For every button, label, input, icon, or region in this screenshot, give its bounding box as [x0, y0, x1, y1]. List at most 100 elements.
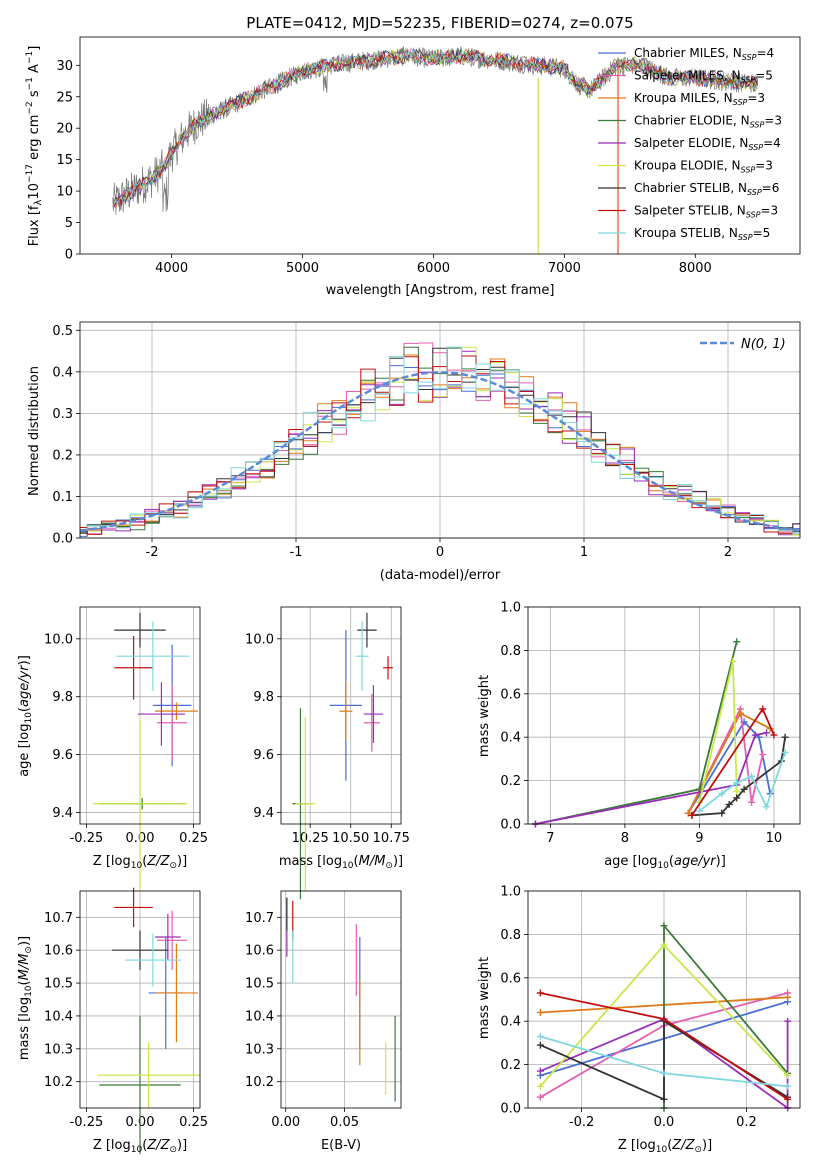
mass-weight-line: [540, 1017, 789, 1110]
x-tick-label: 10.25: [292, 831, 329, 846]
mass-z-xlabel: Z [log10(Z/Z⊙)]: [93, 1138, 187, 1155]
spectrum-panel: 4000 5000 6000 7000 8000 0 5 10 15 20 25 30: [56, 36, 801, 276]
mass-vs-extinction-panel: 0.00 0.05 10.2 10.3 10.4 10.5 10.6 10.7: [245, 890, 402, 1130]
spectrum-ylabel: Flux [fλ10−17 erg cm−2 s−1 A−1]: [25, 46, 44, 247]
y-tick-label: 1.0: [500, 885, 521, 900]
plus-marker: [762, 803, 770, 811]
residual-xlabel: (data-model)/error: [380, 568, 501, 583]
y-tick-label: 0.2: [500, 774, 521, 789]
x-tick-label: 0.25: [179, 1115, 208, 1130]
y-tick-label: 10.0: [44, 632, 73, 647]
legend-entry: Kroupa ELODIE, NSSP=3: [634, 159, 773, 175]
plus-marker: [536, 1041, 544, 1049]
x-tick-label: 7: [546, 831, 554, 846]
spectrum-legend: Chabrier MILES, NSSP=4 Salpeter MILES, NS…: [598, 46, 782, 242]
x-tick-label: 10: [766, 831, 783, 846]
axes-frame: [79, 606, 201, 825]
plus-marker: [770, 731, 778, 739]
mass-weight-line: [687, 720, 772, 814]
plus-marker: [733, 787, 741, 795]
y-tick-label: 10.3: [245, 1042, 274, 1057]
y-tick-label: 9.4: [52, 806, 73, 821]
plus-marker: [536, 1082, 544, 1090]
x-tick-label: 0.25: [179, 831, 208, 846]
plus-marker: [536, 1093, 544, 1101]
x-tick-label: 1: [580, 545, 588, 560]
y-tick-label: 5: [65, 216, 73, 231]
y-tick-label: 9.8: [52, 690, 73, 705]
plus-marker: [536, 989, 544, 997]
plus-marker: [762, 729, 770, 737]
plus-marker: [784, 1082, 792, 1090]
plus-marker: [660, 922, 668, 930]
y-tick-label: 30: [56, 59, 73, 74]
y-tick-label: 10.7: [44, 911, 73, 926]
plus-marker: [729, 657, 737, 665]
y-tick-label: 0.0: [52, 532, 73, 547]
y-tick-label: 9.6: [52, 748, 73, 763]
x-tick-label: 8: [621, 831, 629, 846]
model-spectrum-line: [113, 49, 758, 208]
plus-marker: [733, 638, 741, 646]
x-tick-label: -0.25: [70, 1115, 104, 1130]
plus-marker: [688, 811, 696, 819]
x-tick-label: -1: [290, 545, 303, 560]
x-tick-label: 2: [724, 545, 732, 560]
axes-frame: [280, 606, 402, 825]
plus-marker: [660, 1069, 668, 1077]
plus-marker: [733, 794, 741, 802]
y-tick-label: 9.4: [253, 806, 274, 821]
plus-marker: [751, 731, 759, 739]
x-tick-label: 0.05: [330, 1115, 359, 1130]
plus-marker: [660, 941, 668, 949]
age-z-xlabel: Z [log10(Z/Z⊙)]: [93, 854, 187, 871]
plus-marker: [660, 1015, 668, 1023]
plus-marker: [781, 748, 789, 756]
plus-marker: [660, 1095, 668, 1103]
legend-entry: Chabrier STELIB, NSSP=6: [634, 181, 779, 197]
y-tick-label: 10.3: [44, 1042, 73, 1057]
y-tick-label: 10.6: [44, 944, 73, 959]
plus-marker: [748, 798, 756, 806]
x-tick-label: 7000: [548, 261, 581, 276]
spectrum-xlabel: wavelength [Angstrom, rest frame]: [326, 283, 555, 298]
x-tick-label: 10.75: [373, 831, 410, 846]
weight-z-ylabel: mass weight: [477, 957, 492, 1039]
legend-entry: Salpeter ELODIE, NSSP=4: [634, 136, 781, 152]
y-tick-label: 9.6: [253, 748, 274, 763]
y-tick-label: 1.0: [500, 601, 521, 616]
y-tick-label: 10.6: [245, 944, 274, 959]
y-tick-label: 10.2: [44, 1075, 73, 1090]
x-tick-label: 4000: [155, 261, 188, 276]
y-tick-label: 25: [56, 90, 73, 105]
histogram-step-line: [80, 350, 800, 536]
plus-marker: [736, 709, 744, 717]
plus-marker: [695, 807, 703, 815]
gaussian-curve: [79, 371, 801, 532]
age-z-ylabel: age [log10(age/yr)]: [17, 655, 34, 777]
mass-weight-line: [698, 752, 786, 812]
weight-age-xlabel: age [log10(age/yr)]: [604, 854, 726, 871]
x-tick-label: 5000: [286, 261, 319, 276]
y-tick-label: 0.4: [500, 1015, 521, 1030]
plus-marker: [536, 1009, 544, 1017]
y-tick-label: 10.5: [245, 977, 274, 992]
plus-marker: [733, 779, 741, 787]
y-tick-label: 10.2: [245, 1075, 274, 1090]
plus-marker: [536, 1067, 544, 1075]
age-vs-metallicity-panel: -0.25 0.00 0.259.49.69.810.0: [44, 606, 208, 891]
x-tick-label: 9: [695, 831, 703, 846]
y-tick-label: 10.7: [245, 911, 274, 926]
plus-marker: [718, 790, 726, 798]
legend-entry: Chabrier MILES, NSSP=4: [634, 46, 774, 62]
plus-marker: [684, 809, 692, 817]
legend-entry: Chabrier ELODIE, NSSP=3: [634, 114, 782, 130]
plus-marker: [784, 1071, 792, 1079]
weight-z-xlabel: Z [log10(Z/Z⊙)]: [618, 1138, 712, 1155]
y-tick-label: 0.3: [52, 407, 73, 422]
plus-marker: [740, 785, 748, 793]
x-tick-label: 6000: [417, 261, 450, 276]
spectrum-title: PLATE=0412, MJD=52235, FIBERID=0274, z=0…: [246, 14, 633, 32]
